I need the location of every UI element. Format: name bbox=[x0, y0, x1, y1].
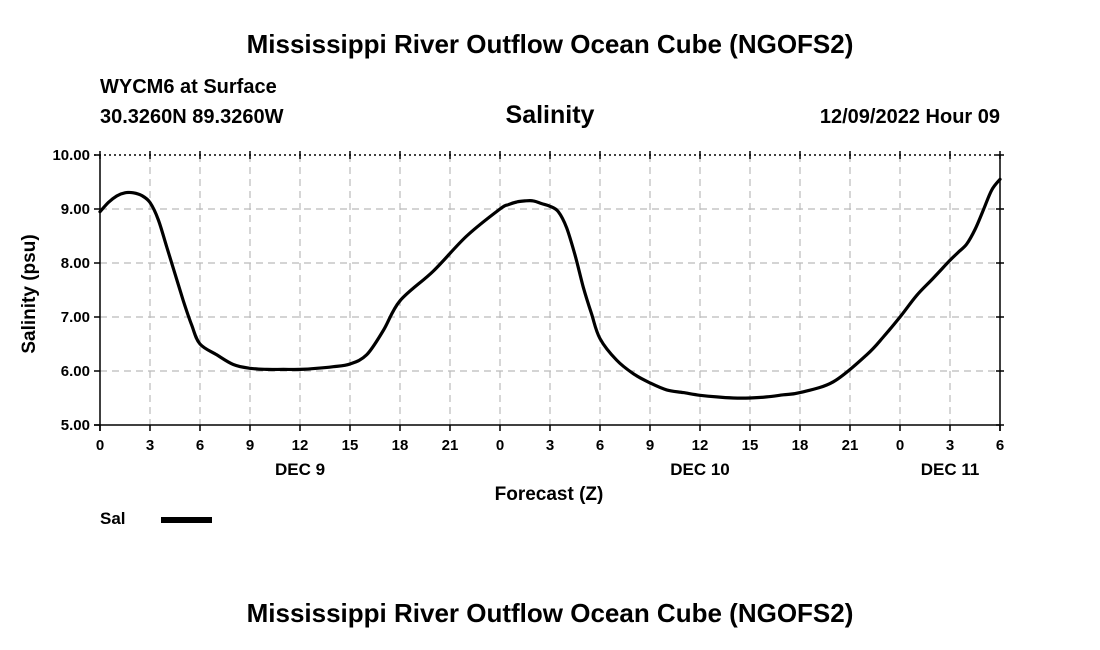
station-coords: 30.3260N 89.3260W bbox=[100, 106, 284, 128]
x-tick-label: 0 bbox=[896, 437, 904, 454]
day-label: DEC 11 bbox=[921, 460, 980, 479]
x-tick-label: 15 bbox=[342, 437, 359, 454]
top-title: Mississippi River Outflow Ocean Cube (NG… bbox=[246, 29, 854, 59]
series-line-sal bbox=[98, 177, 1002, 400]
y-tick-label: 10.00 bbox=[52, 147, 90, 164]
x-tick-label: 0 bbox=[496, 437, 504, 454]
x-tick-label: 21 bbox=[442, 437, 459, 454]
chart-title: Salinity bbox=[505, 101, 595, 129]
legend-line-swatch bbox=[161, 517, 212, 523]
x-tick-label: 3 bbox=[946, 437, 954, 454]
x-tick-label: 15 bbox=[742, 437, 759, 454]
x-tick-label: 21 bbox=[842, 437, 859, 454]
x-tick-label: 0 bbox=[96, 437, 104, 454]
x-tick-label: 6 bbox=[596, 437, 604, 454]
x-tick-label: 9 bbox=[246, 437, 254, 454]
x-tick-label: 6 bbox=[196, 437, 204, 454]
day-label: DEC 9 bbox=[275, 460, 325, 479]
y-tick-label: 8.00 bbox=[61, 255, 90, 272]
y-axis-title: Salinity (psu) bbox=[19, 234, 40, 353]
x-tick-label: 12 bbox=[692, 437, 709, 454]
day-label: DEC 10 bbox=[670, 460, 730, 479]
x-tick-label: 18 bbox=[792, 437, 809, 454]
bottom-title: Mississippi River Outflow Ocean Cube (NG… bbox=[246, 598, 854, 628]
x-axis-title: Forecast (Z) bbox=[495, 484, 604, 505]
station-label: WYCM6 at Surface bbox=[100, 76, 277, 98]
x-tick-label: 9 bbox=[646, 437, 654, 454]
x-tick-label: 6 bbox=[996, 437, 1004, 454]
y-tick-label: 5.00 bbox=[61, 417, 90, 434]
x-tick-label: 3 bbox=[146, 437, 154, 454]
y-tick-label: 6.00 bbox=[61, 363, 90, 380]
y-tick-label: 7.00 bbox=[61, 309, 90, 326]
forecast-datetime: 12/09/2022 Hour 09 bbox=[819, 106, 1000, 128]
x-tick-label: 18 bbox=[392, 437, 409, 454]
x-tick-label: 3 bbox=[546, 437, 554, 454]
x-tick-label: 12 bbox=[292, 437, 309, 454]
legend-label: Sal bbox=[100, 509, 126, 528]
y-tick-label: 9.00 bbox=[61, 201, 90, 218]
